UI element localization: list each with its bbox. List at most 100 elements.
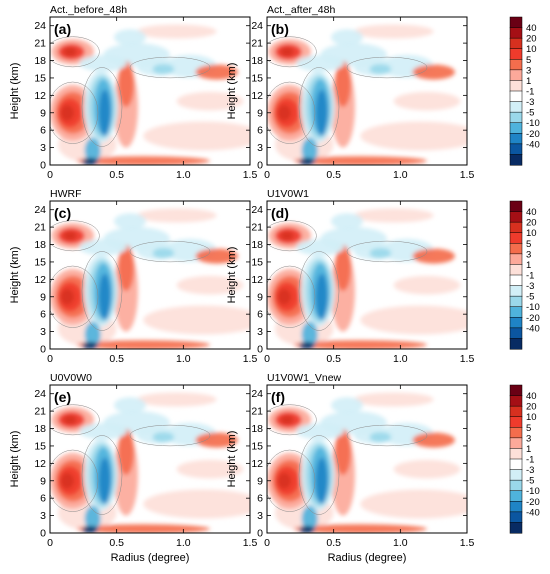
y-tick-label: 21 [251,222,263,234]
contour-line [129,56,211,79]
colorbar-swatch [509,253,523,265]
contour-region [152,432,174,443]
contour-region [60,288,74,305]
contour-region [331,213,363,230]
y-tick-label: 18 [251,239,263,251]
colorbar-swatch [509,511,523,523]
x-tick-label: 1.5 [460,353,475,365]
colorbar-label: 3 [526,65,531,76]
contour-region [136,208,217,223]
panel-title: U0V0W0 [50,372,92,384]
colorbar-label: 10 [526,228,537,239]
y-tick-label: 9 [40,291,46,303]
contour-region [353,392,434,407]
contour-region [79,55,128,72]
contour-region [76,340,210,349]
x-tick-label: 0 [264,537,270,549]
colorbar-label: 1 [526,260,531,271]
contour-region [369,248,391,259]
x-axis-label: Radius (degree) [328,552,407,564]
colorbars-group: 402010531-1-3-5-10-20-40402010531-1-3-5-… [509,16,540,534]
contour-region [195,248,238,264]
colorbar-swatch [509,48,523,60]
contour-region [143,305,250,335]
contour-region [143,489,250,519]
contour-region [277,472,291,489]
contour-region [84,137,101,164]
colorbar-swatch [509,232,523,244]
y-tick-label: 24 [251,388,263,400]
colorbar-swatch [509,306,523,318]
colorbar-swatch [509,479,523,492]
contour-line [267,220,317,252]
contour-region [98,89,111,136]
y-tick-label: 0 [257,344,263,356]
contour-region [293,524,427,533]
colorbar-swatch [509,27,523,39]
contour-region [301,505,318,532]
colorbar-label: 3 [526,249,531,260]
contour-region [360,489,467,519]
contour-line [298,251,340,331]
panel-label: (d) [271,205,289,221]
panel-4-frame [266,200,468,350]
panel-title: Act._after_48h [267,4,335,16]
contour-region [79,423,128,440]
contour-line [81,251,123,331]
y-tick-label: 15 [251,440,263,452]
colorbar-swatch [509,395,523,407]
colorbar-swatch [509,111,523,124]
contour-region [84,505,101,532]
colorbar-swatch [509,154,523,166]
contour-line [81,67,123,147]
y-tick-label: 18 [34,423,46,435]
y-tick-label: 9 [257,475,263,487]
colorbar-label: -20 [526,129,540,140]
contour-region [84,321,101,348]
x-tick-label: 1.5 [243,353,258,365]
colorbar-swatch [509,285,523,297]
colorbar-swatch [509,295,523,308]
y-tick-label: 24 [34,204,46,216]
y-tick-label: 15 [251,72,263,84]
contour-region [63,415,77,425]
y-tick-label: 6 [257,493,263,505]
colorbar-label: 10 [526,412,537,423]
colorbar-swatch [509,458,523,471]
x-tick-label: 1.5 [243,537,258,549]
y-tick-label: 9 [257,107,263,119]
contour-line [50,404,100,436]
contour-region [335,244,351,291]
contour-region [369,63,391,75]
contour-line [50,81,99,144]
contour-line [346,56,428,79]
y-tick-label: 18 [34,239,46,251]
y-tick-label: 0 [40,344,46,356]
colorbar-label: 5 [526,423,531,434]
y-tick-label: 0 [257,528,263,540]
x-tick-label: 0.5 [326,537,341,549]
contour-region [360,305,467,335]
panel-6-frame [266,384,468,534]
contour-line [267,449,316,512]
y-tick-label: 15 [34,72,46,84]
contour-region [353,208,434,223]
y-tick-label: 18 [251,423,263,435]
colorbar-label: 10 [526,44,537,55]
contour-region [143,121,250,151]
colorbar-swatch [509,133,523,145]
colorbar-label: -20 [526,313,540,324]
colorbar-label: -5 [526,476,534,487]
contour-region [114,397,146,414]
y-tick-label: 18 [251,55,263,67]
colorbar-swatch [509,211,523,223]
colorbar-label: -1 [526,87,534,98]
contour-region [293,156,427,165]
x-tick-label: 0 [264,169,270,181]
y-tick-label: 3 [257,326,263,338]
colorbar-label: -10 [526,118,540,129]
contour-region [335,428,351,475]
contour-line [81,435,123,515]
